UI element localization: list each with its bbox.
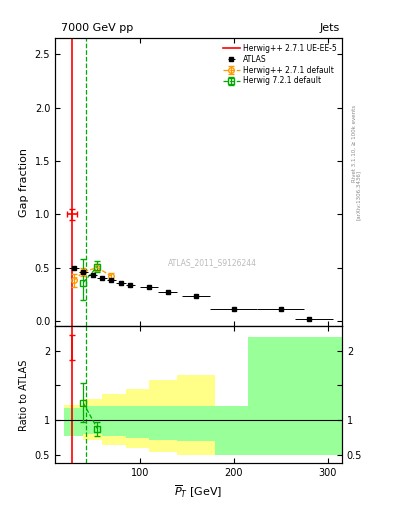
- Text: Rivet 3.1.10, ≥ 100k events: Rivet 3.1.10, ≥ 100k events: [352, 105, 357, 182]
- Y-axis label: Gap fraction: Gap fraction: [19, 148, 29, 217]
- Text: ATLAS_2011_S9126244: ATLAS_2011_S9126244: [168, 259, 257, 267]
- Text: 7000 GeV pp: 7000 GeV pp: [61, 23, 133, 33]
- Legend: Herwig++ 2.7.1 UE-EE-5, ATLAS, Herwig++ 2.7.1 default, Herwig 7.2.1 default: Herwig++ 2.7.1 UE-EE-5, ATLAS, Herwig++ …: [221, 42, 338, 87]
- Y-axis label: Ratio to ATLAS: Ratio to ATLAS: [19, 359, 29, 431]
- X-axis label: $\overline{P}_T$ [GeV]: $\overline{P}_T$ [GeV]: [174, 484, 222, 500]
- Text: [arXiv:1306.3436]: [arXiv:1306.3436]: [356, 169, 361, 220]
- Text: Jets: Jets: [320, 23, 340, 33]
